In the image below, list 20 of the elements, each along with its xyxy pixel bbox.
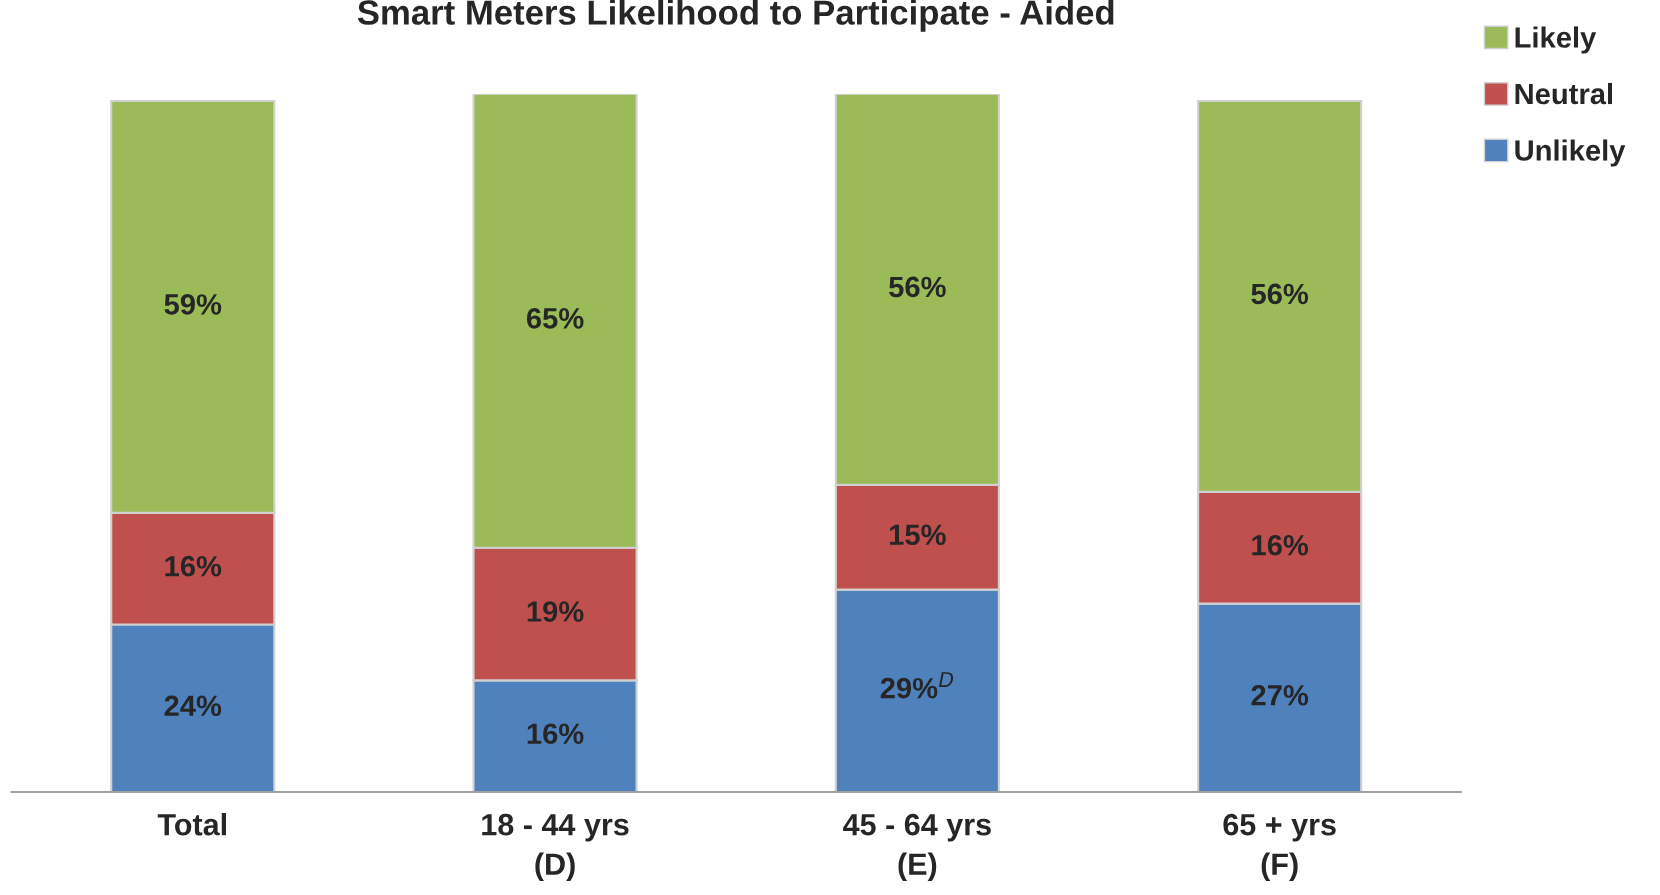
data-label: 59% [164,294,222,315]
data-label: 16% [165,555,222,577]
data-label: 27% [1251,685,1309,706]
x-tick-label: 45 - 64 yrs (E) [843,813,991,882]
data-label: 65% [526,308,584,329]
data-label: 56% [1251,283,1309,305]
data-label: 15% [890,524,946,546]
legend-label: Likely [1515,26,1597,54]
x-tick-label: 65 + yrs (F) [1223,813,1336,882]
data-label: 24% [164,695,222,717]
data-label: 29%$^{D}$ [880,672,954,699]
legend-label: Neutral [1515,82,1613,105]
data-label: 16% [1252,534,1309,556]
data-label: 16% [527,723,584,745]
data-label: 19% [527,601,584,622]
legend-label: Unlikely [1515,139,1626,167]
data-label: 56% [889,276,946,298]
x-tick-label: Total [157,813,226,836]
chart-title: Smart Meters Likelihood to Participate - Aided [357,0,1114,32]
x-tick-label: 18 - 44 yrs (D) [482,813,629,882]
